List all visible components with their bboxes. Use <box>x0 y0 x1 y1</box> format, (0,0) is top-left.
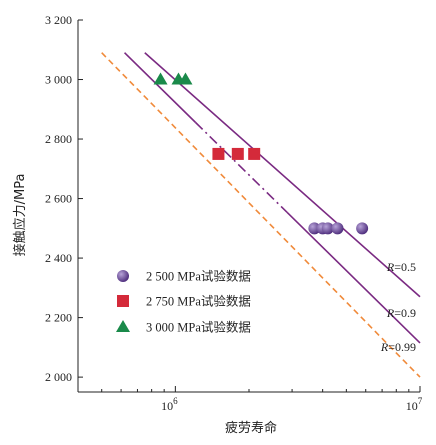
curve-label: R=0.99 <box>380 340 416 354</box>
data-point <box>331 222 344 235</box>
legend-label: 2 500 MPa试验数据 <box>146 269 251 284</box>
curve-line <box>101 52 421 378</box>
legend-label: 3 000 MPa试验数据 <box>146 320 251 335</box>
x-axis-title: 疲劳寿命 <box>225 420 277 436</box>
y-tick-label: 2 800 <box>45 132 72 146</box>
data-point <box>153 72 168 85</box>
y-tick-label: 2 400 <box>45 251 72 265</box>
legend-marker <box>116 320 130 332</box>
curves-layer: R=0.5 R=0.9 R=0.99 <box>101 52 421 378</box>
legend-label: 2 750 MPa试验数据 <box>146 294 251 309</box>
data-point <box>321 222 334 235</box>
curve-line <box>194 121 288 213</box>
legend: 2 500 MPa试验数据 2 750 MPa试验数据 3 000 MPa试验数据 <box>116 269 251 335</box>
legend-marker <box>117 295 129 307</box>
y-tick-label: 2 600 <box>45 192 72 206</box>
data-point <box>248 147 261 160</box>
y-tick-label: 3 200 <box>45 13 72 27</box>
x-tick-label: 107 <box>406 396 423 413</box>
y-tick-label: 2 200 <box>45 311 72 325</box>
y-tick-label: 3 000 <box>45 73 72 87</box>
data-point <box>356 222 369 235</box>
markers-layer <box>153 72 369 235</box>
data-point <box>212 147 225 160</box>
data-point <box>178 72 193 85</box>
legend-marker <box>117 270 129 282</box>
curve-line <box>144 52 421 298</box>
data-point <box>308 222 321 235</box>
x-tick-label: 106 <box>161 396 178 413</box>
y-tick-label: 2 000 <box>45 370 72 384</box>
data-point <box>231 147 244 160</box>
curve-label: R=0.5 <box>386 260 416 274</box>
curve-label: R=0.9 <box>386 306 416 320</box>
axes-layer: 2 000 2 200 2 400 2 600 2 800 3 000 3 200 106 10… <box>45 13 423 413</box>
y-axis-title: 接触应力/MPa <box>12 174 28 257</box>
curve-line <box>124 52 197 123</box>
curve-line <box>286 211 421 344</box>
